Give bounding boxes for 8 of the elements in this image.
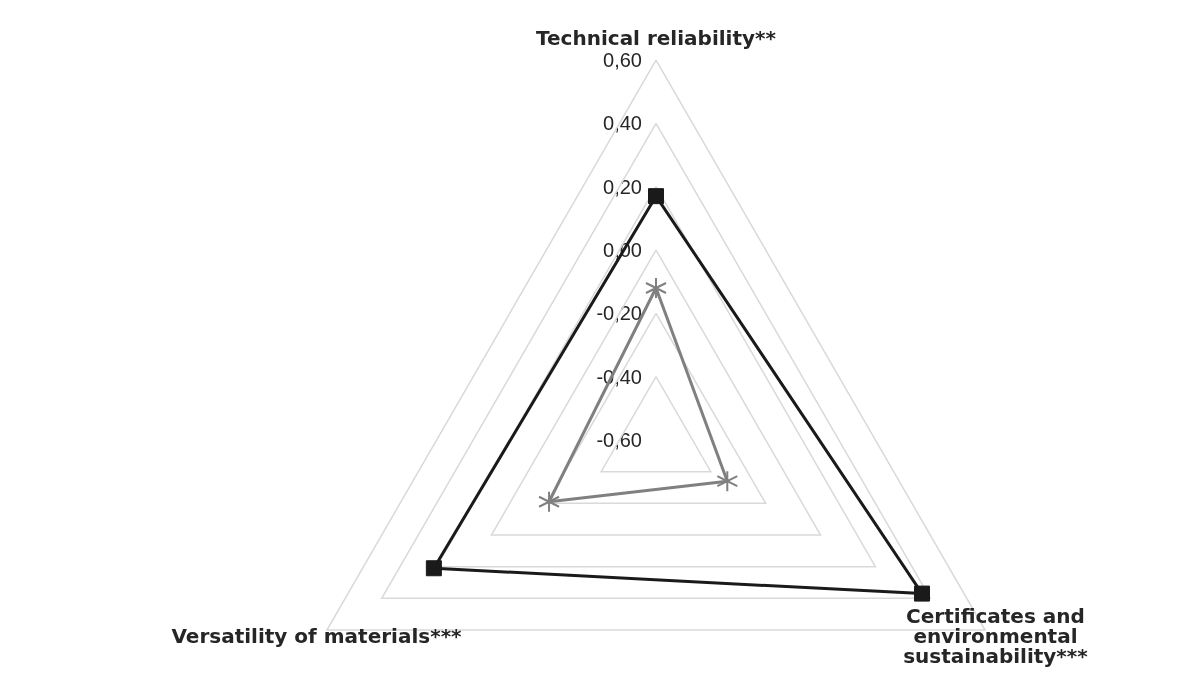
y-tick-label: -0,60 (596, 429, 642, 451)
spoke-label: Versatility of materials*** (171, 624, 463, 648)
y-tick-label: 0,20 (603, 175, 642, 198)
y-tick-label: 0,40 (603, 112, 642, 135)
spoke-label: Technical reliability** (536, 26, 777, 50)
y-tick-label: 0,60 (603, 49, 642, 71)
spoke-label: Certificates and environmental sustainability*** (903, 604, 1089, 668)
y-tick-label: -0,20 (596, 302, 642, 325)
